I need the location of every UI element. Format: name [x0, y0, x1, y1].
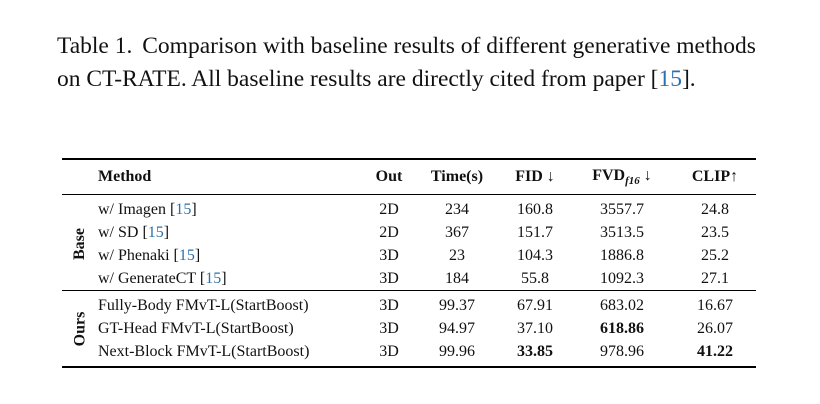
fvd-cell: 3557.7 [600, 200, 644, 218]
fvd-cell: 1886.8 [600, 246, 644, 264]
out-cell: 2D [379, 223, 399, 241]
table-row: GT-Head FMvT-L(StartBoost) 3D 94.97 37.1… [62, 317, 756, 340]
out-cell: 3D [379, 246, 399, 264]
time-cell: 94.97 [439, 319, 475, 337]
table-header-row: Method Out Time(s) FID ↓ FVDf16 ↓ CLIP↑ [62, 158, 756, 195]
table-row: w/ Phenaki [15] 3D 23 104.3 1886.8 25.2 [62, 244, 756, 267]
table-caption: Table 1. Comparison with baseline result… [57, 30, 769, 95]
time-cell: 99.96 [414, 340, 500, 368]
out-cell: 2D [379, 200, 399, 218]
time-cell: 367 [445, 223, 469, 241]
clip-cell: 25.2 [701, 246, 729, 264]
caption-citation-link[interactable]: 15 [658, 65, 682, 92]
results-table: Method Out Time(s) FID ↓ FVDf16 ↓ CLIP↑ … [62, 158, 756, 368]
citation-link[interactable]: 15 [175, 200, 192, 218]
table-row: Base w/ Imagen [15] 2D 234 160.8 3557.7 … [62, 195, 756, 261]
fid-cell: 151.7 [517, 223, 553, 241]
method-cell: w/ Imagen [15] [98, 200, 197, 218]
out-cell: 3D [364, 290, 414, 317]
fvd-cell: 683.02 [570, 290, 674, 317]
citation-link[interactable]: 15 [205, 269, 222, 287]
header-fid: FID ↓ [500, 158, 570, 195]
table-row: Ours Fully-Body FMvT-L(StartBoost) 3D 99… [62, 290, 756, 368]
fid-cell: 67.91 [500, 290, 570, 317]
method-cell: w/ GenerateCT [15] [98, 269, 227, 287]
header-clip: CLIP↑ [674, 158, 756, 195]
fid-cell: 104.3 [517, 246, 553, 264]
fvd-cell: 978.96 [570, 340, 674, 368]
caption-text: Comparison with baseline results of diff… [57, 33, 756, 92]
clip-cell: 26.07 [697, 319, 733, 337]
header-group [62, 158, 98, 195]
fid-cell: 160.8 [517, 200, 553, 218]
clip-cell: 23.5 [701, 223, 729, 241]
table-row: w/ GenerateCT [15] 3D 184 55.8 1092.3 27… [62, 267, 756, 291]
out-cell: 3D [364, 340, 414, 368]
citation-link[interactable]: 15 [147, 223, 164, 241]
fid-cell-best: 33.85 [500, 340, 570, 368]
table-row: w/ SD [15] 2D 367 151.7 3513.5 23.5 [62, 221, 756, 244]
header-out: Out [364, 158, 414, 195]
group-label-ours: Ours [62, 290, 98, 368]
method-cell: w/ Phenaki [15] [98, 246, 201, 264]
table-row: Next-Block FMvT-L(StartBoost) 3D 99.96 3… [62, 340, 756, 368]
method-cell: Next-Block FMvT-L(StartBoost) [98, 340, 364, 368]
clip-cell: 27.1 [701, 269, 729, 287]
method-cell: w/ SD [15] [98, 223, 170, 241]
out-cell: 3D [379, 269, 399, 287]
header-time: Time(s) [414, 158, 500, 195]
fid-cell: 55.8 [521, 269, 549, 287]
fid-cell: 37.10 [517, 319, 553, 337]
time-cell: 234 [445, 200, 469, 218]
method-cell: Fully-Body FMvT-L(StartBoost) [98, 290, 364, 317]
caption-text-end: ]. [681, 65, 696, 92]
out-cell: 3D [379, 319, 399, 337]
fvd-cell: 1092.3 [600, 269, 644, 287]
clip-cell: 24.8 [701, 200, 729, 218]
time-cell: 184 [445, 269, 469, 287]
fvd-cell-best: 618.86 [600, 319, 644, 337]
fvd-cell: 3513.5 [600, 223, 644, 241]
method-cell: GT-Head FMvT-L(StartBoost) [98, 319, 294, 337]
header-method: Method [98, 158, 364, 195]
group-label-base: Base [71, 228, 88, 260]
caption-label: Table 1. [57, 33, 133, 59]
header-fvd: FVDf16 ↓ [570, 158, 674, 195]
clip-cell: 16.67 [674, 290, 756, 317]
clip-cell-best: 41.22 [674, 340, 756, 368]
citation-link[interactable]: 15 [178, 246, 195, 264]
time-cell: 23 [449, 246, 465, 264]
time-cell: 99.37 [414, 290, 500, 317]
